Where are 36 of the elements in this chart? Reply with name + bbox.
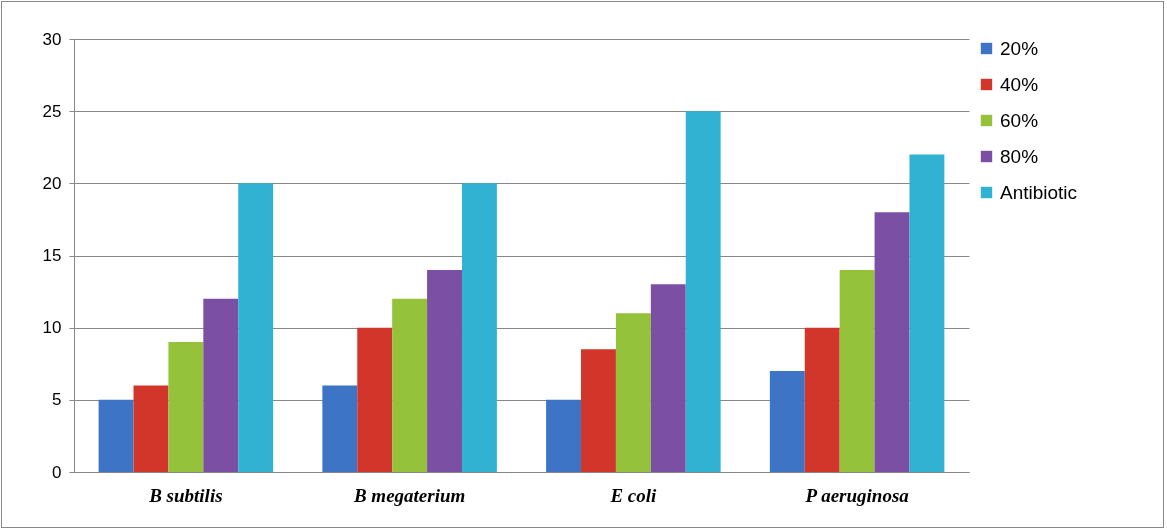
bar [769, 370, 805, 472]
bar [392, 298, 428, 472]
y-tick-label: 30 [42, 29, 62, 49]
bar [546, 399, 582, 472]
legend-label: Antibiotic [1000, 181, 1078, 203]
y-tick-label: 15 [42, 246, 62, 265]
y-tick-label: 5 [52, 390, 62, 410]
y-tick-label: 25 [42, 101, 62, 121]
y-tick-label: 20 [42, 173, 62, 193]
bar [839, 269, 875, 472]
bar [238, 183, 274, 472]
bar [322, 385, 358, 472]
bar [133, 385, 169, 472]
x-tick-label: E coli [609, 484, 658, 506]
x-tick-label: P aeruginosa [804, 484, 910, 506]
bar [685, 111, 721, 472]
bar [650, 284, 686, 472]
bar [909, 154, 945, 472]
x-tick-label: B subtilis [148, 484, 223, 506]
y-tick-label: 0 [52, 462, 62, 482]
bar [357, 327, 393, 472]
bar [581, 349, 616, 472]
legend-label: 20% [1000, 37, 1039, 59]
x-tick-label: B megaterium [352, 484, 466, 506]
bar [98, 399, 134, 472]
legend-label: 60% [1000, 109, 1039, 131]
legend-label: 80% [1000, 145, 1039, 167]
bar [874, 212, 910, 472]
y-tick-label: 10 [42, 318, 62, 338]
bar [615, 313, 651, 472]
legend-label: 40% [1000, 73, 1039, 95]
bar [203, 298, 239, 472]
bar [427, 269, 462, 472]
bar [168, 342, 204, 472]
bar [461, 183, 497, 472]
bar [804, 327, 840, 472]
